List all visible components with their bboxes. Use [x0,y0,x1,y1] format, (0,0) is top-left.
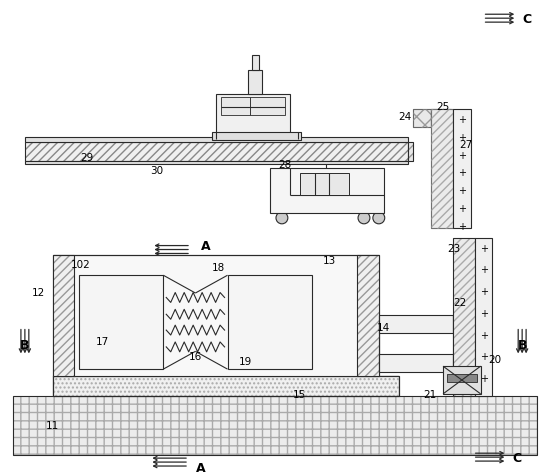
Text: 14: 14 [377,322,390,332]
Bar [53,376,399,396]
Bar [212,133,301,140]
Text: +: + [480,243,488,253]
Text: +: + [458,115,466,125]
Text: A: A [201,239,211,253]
Circle shape [216,134,226,143]
Text: 30: 30 [150,166,163,176]
Text: +: + [458,168,466,178]
Bar [13,396,537,455]
Text: +: + [458,132,466,142]
Text: 24: 24 [398,112,411,122]
Bar [431,110,453,228]
Text: 15: 15 [293,389,306,399]
Bar [250,98,285,116]
Text: 20: 20 [488,355,501,365]
Bar [357,256,379,376]
Bar [53,376,399,396]
Bar [53,256,379,376]
Bar [25,161,408,165]
Text: 19: 19 [239,357,252,367]
Bar [447,374,477,382]
Bar [379,315,453,333]
Bar [379,355,453,372]
Text: 29: 29 [81,152,94,162]
Bar [25,142,408,161]
Text: 23: 23 [447,243,461,253]
Text: +: + [480,352,488,362]
Text: +: + [480,308,488,318]
Circle shape [358,212,370,224]
Text: B: B [20,338,30,351]
Text: 21: 21 [424,389,437,399]
Bar [408,142,413,161]
Text: 25: 25 [436,102,450,112]
Text: 22: 22 [453,298,467,307]
Bar [453,238,475,396]
Bar [300,174,349,196]
Text: +: + [480,373,488,383]
Text: C: C [523,13,531,26]
Bar [443,367,480,394]
Text: +: + [480,330,488,340]
Bar [357,256,379,376]
Circle shape [276,212,288,224]
Bar [227,276,312,369]
Bar [453,238,475,396]
Bar [216,95,290,135]
Bar [25,142,408,161]
Text: C: C [513,451,522,464]
Bar [413,110,431,128]
Bar [252,56,259,70]
Bar [25,138,408,142]
Bar [79,276,163,369]
Bar [431,110,451,122]
Text: +: + [458,221,466,231]
Bar [13,396,537,455]
Text: B: B [517,338,527,351]
Text: +: + [458,204,466,214]
Circle shape [373,212,385,224]
Text: +: + [458,186,466,196]
Text: +: + [480,287,488,297]
Text: 12: 12 [32,288,46,298]
Bar [408,142,413,161]
Text: 28: 28 [278,160,292,170]
Text: 11: 11 [46,421,59,431]
Bar [431,110,453,228]
Text: A: A [196,461,206,474]
Text: 27: 27 [459,139,473,149]
Bar [248,70,262,95]
Bar [53,256,74,376]
Bar [270,169,384,214]
Bar [53,376,399,396]
Bar [413,110,431,128]
Text: 18: 18 [212,263,225,273]
Bar [453,110,470,228]
Text: +: + [480,265,488,275]
Bar [221,98,250,116]
Bar [53,256,74,376]
Bar [475,238,492,396]
Text: 17: 17 [96,337,109,347]
Circle shape [288,134,298,143]
Text: +: + [458,150,466,160]
Text: 13: 13 [323,256,336,266]
Text: 16: 16 [189,352,203,362]
Text: 102: 102 [70,260,90,270]
